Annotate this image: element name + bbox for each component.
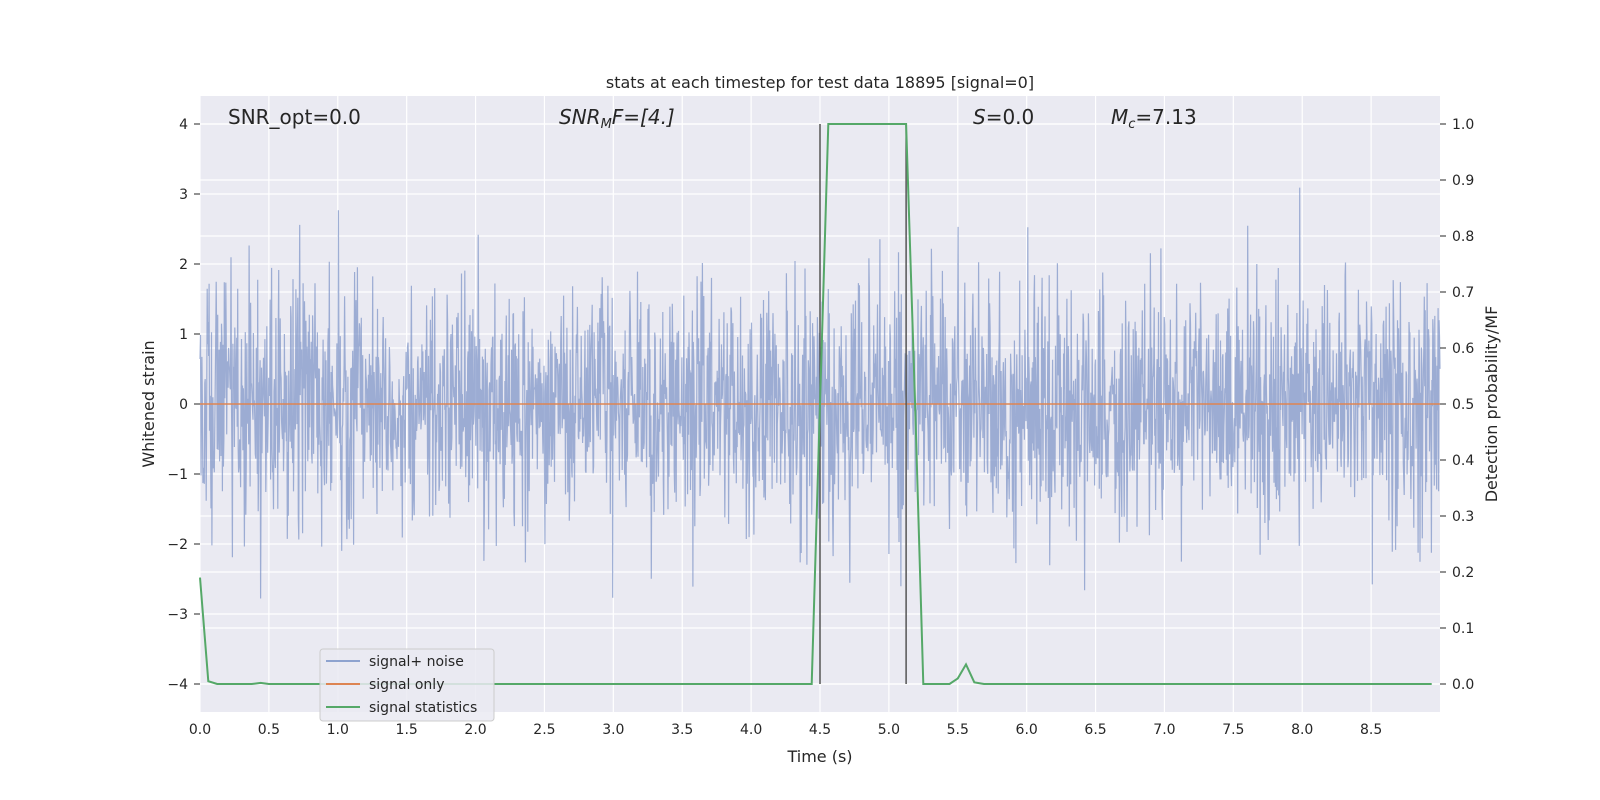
y-axis-ticks: 4 3 2 1 0 −1 −2 −3 −4 [167,117,200,693]
y-tick-label: −4 [167,677,188,693]
legend-box [319,648,495,722]
y2-tick-label: 0.5 [1452,397,1474,413]
x-tick-label: 1.0 [327,722,349,738]
mc-base: M [1111,105,1128,129]
legend-label-stats: signal statistics [369,700,477,716]
y-axis-label: Whitened strain [139,340,158,467]
y2-tick-label: 0.7 [1452,285,1474,301]
annotation-mc: Mc=7.13 [1111,105,1197,132]
y-tick-label: −3 [167,607,188,623]
x-tick-label: 8.0 [1291,722,1313,738]
y2-tick-label: 0.1 [1452,621,1474,637]
x-tick-label: 3.5 [671,722,693,738]
legend: signal+ noise signal only signal statist… [319,648,495,722]
y2-tick-label: 0.6 [1452,341,1474,357]
x-tick-label: 4.5 [809,722,831,738]
mc-rest: =7.13 [1135,105,1196,129]
y2-axis-label: Detection probability/MF [1482,306,1501,503]
x-tick-label: 0.0 [189,722,211,738]
snr-mf-sub: M [601,117,612,132]
x-tick-label: 1.5 [396,722,418,738]
snr-mf-base: SNR [559,105,601,129]
x-axis-ticks: 0.0 0.5 1.0 1.5 2.0 2.5 3.0 3.5 4.0 4.5 5.0 5.5 6.0 6… [189,722,1382,738]
x-tick-label: 7.0 [1153,722,1175,738]
x-tick-label: 2.0 [464,722,486,738]
x-tick-label: 0.5 [258,722,280,738]
y-tick-label: 4 [179,117,188,133]
legend-label-noise: signal+ noise [369,654,464,670]
y2-tick-label: 0.4 [1452,453,1474,469]
signal-statistics-series [199,123,1432,685]
x-tick-label: 2.5 [533,722,555,738]
y2-axis-ticks: 1.0 0.9 0.8 0.7 0.6 0.5 0.4 0.3 0.2 0.1 0.0 [1440,117,1474,693]
y2-tick-label: 0.3 [1452,509,1474,525]
y-tick-label: 2 [179,257,188,273]
x-tick-label: 8.5 [1360,722,1382,738]
y-tick-label: −2 [167,537,188,553]
x-tick-label: 6.0 [1016,722,1038,738]
mc-sub: c [1128,117,1135,132]
y2-tick-label: 0.8 [1452,229,1474,245]
y2-tick-label: 0.2 [1452,565,1474,581]
x-tick-label: 5.0 [878,722,900,738]
legend-label-signal-only: signal only [369,677,444,693]
annotation-snr-opt: SNR_opt=0.0 [228,105,361,129]
x-tick-label: 3.0 [602,722,624,738]
chart-title: stats at each timestep for test data 188… [606,73,1034,92]
x-axis-label: Time (s) [786,747,852,766]
y-tick-label: 0 [179,397,188,413]
annotation-s: S=0.0 [973,105,1034,129]
y-tick-label: 1 [179,327,188,343]
x-tick-label: 5.5 [947,722,969,738]
s-rest: =0.0 [986,105,1035,129]
y2-tick-label: 0.9 [1452,173,1474,189]
x-tick-label: 7.5 [1222,722,1244,738]
s-var: S [973,105,986,129]
y-tick-label: −1 [167,467,188,483]
annotation-snr-mf: SNRMF=[4.] [559,105,675,132]
y2-tick-label: 1.0 [1452,117,1474,133]
x-tick-label: 4.0 [740,722,762,738]
y2-tick-label: 0.0 [1452,677,1474,693]
y-tick-label: 3 [179,187,188,203]
x-tick-label: 6.5 [1084,722,1106,738]
snr-mf-rest-f: F=[4.] [612,105,675,129]
signal-statistics-line [199,123,1432,685]
